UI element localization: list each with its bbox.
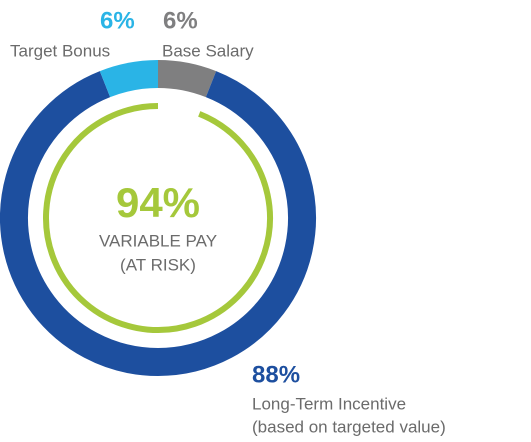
center-value: 94% bbox=[116, 179, 200, 226]
donut-segment bbox=[0, 71, 316, 376]
category-label: Base Salary bbox=[162, 41, 254, 60]
center-label: (AT RISK) bbox=[120, 255, 196, 274]
value-label: 6% bbox=[100, 7, 135, 34]
inner-arc bbox=[43, 103, 273, 333]
category-label: Long-Term Incentive bbox=[252, 394, 406, 413]
center-label: VARIABLE PAY bbox=[99, 231, 217, 250]
category-label: Target Bonus bbox=[10, 41, 110, 60]
annotation: (based on targeted value) bbox=[252, 417, 446, 436]
donut-segment bbox=[99, 60, 159, 98]
value-label: 6% bbox=[163, 7, 198, 34]
value-label: 88% bbox=[252, 361, 300, 388]
donut-segment bbox=[157, 60, 217, 98]
